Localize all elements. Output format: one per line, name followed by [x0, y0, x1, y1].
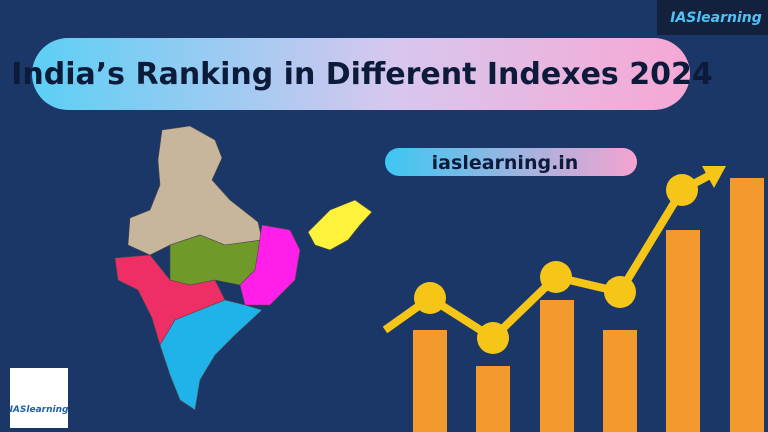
title-pill — [32, 38, 690, 110]
logo-bottom — [10, 368, 68, 428]
title: India’s Ranking in Different Indexes 202… — [11, 57, 712, 92]
website-pill — [385, 148, 637, 176]
website: iaslearning.in — [432, 152, 579, 174]
logo-top — [657, 0, 768, 35]
logo-text: IASlearning — [670, 10, 762, 26]
india-map — [114, 125, 373, 411]
logo-text-small: IASlearning — [10, 405, 69, 415]
trend-line — [382, 166, 726, 354]
decorative-bars — [413, 178, 764, 432]
